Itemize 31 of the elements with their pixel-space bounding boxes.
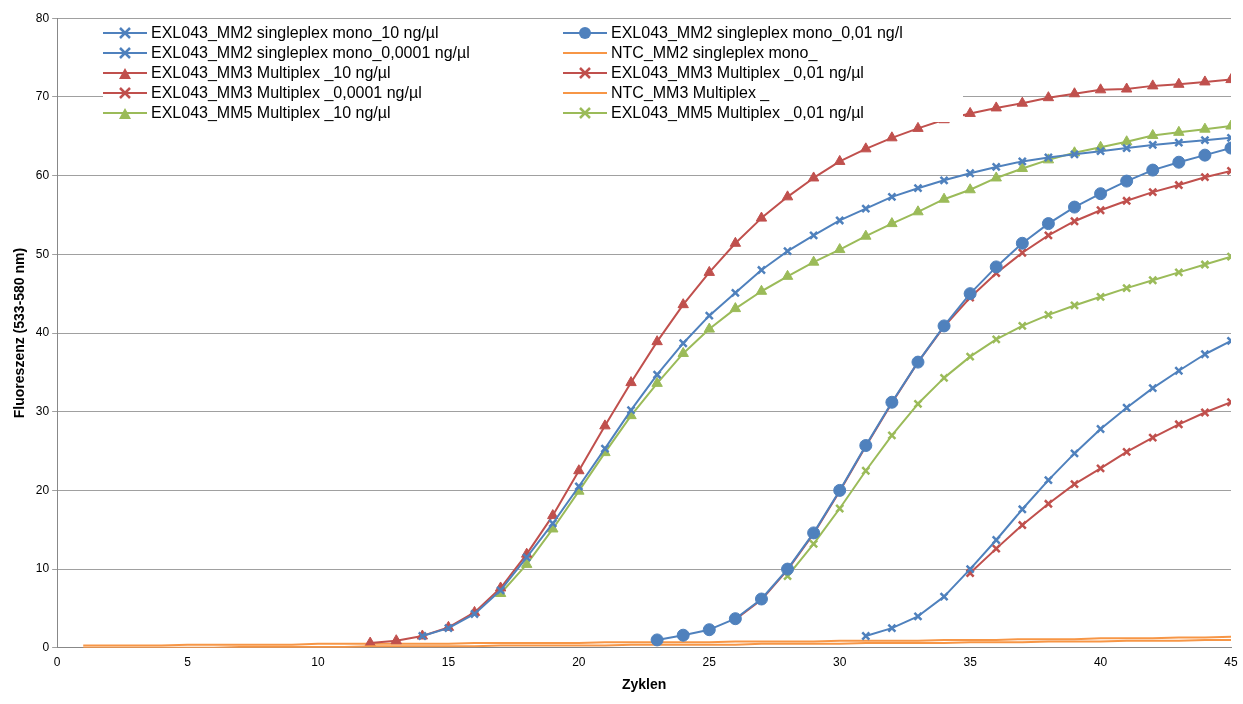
y-tick-label: 70	[35, 89, 50, 104]
x-tick-label: 25	[702, 655, 717, 670]
legend-label: EXL043_MM2 singleplex mono_0,01 ng/l	[611, 24, 903, 42]
y-tick-label: 50	[35, 246, 50, 261]
x-tick-label: 5	[184, 655, 192, 670]
legend-label: NTC_MM2 singleplex mono_	[611, 44, 818, 62]
legend-label: EXL043_MM3 Multiplex _0,0001 ng/µl	[151, 84, 422, 102]
y-tick-label: 20	[35, 482, 50, 497]
x-tick-label: 30	[833, 655, 847, 670]
x-tick-label: 35	[963, 655, 978, 670]
x-axis-title: Zyklen	[621, 676, 667, 693]
x-tick-label: 10	[311, 655, 325, 670]
x-tick-label: 0	[53, 655, 61, 670]
y-tick-label: 40	[35, 325, 50, 340]
legend-label: EXL043_MM5 Multiplex _10 ng/µl	[151, 104, 391, 122]
x-tick-label: 45	[1224, 655, 1238, 670]
legend-label: EXL043_MM2 singleplex mono_10 ng/µl	[151, 24, 439, 42]
legend-label: EXL043_MM3 Multiplex _10 ng/µl	[151, 64, 391, 82]
legend-label: NTC_MM3 Multiplex _	[611, 84, 770, 102]
y-tick-label: 10	[35, 561, 50, 576]
x-tick-label: 40	[1093, 655, 1108, 670]
y-axis-title: Fluoreszenz (533-580 nm)	[11, 247, 28, 419]
legend-label: EXL043_MM2 singleplex mono_0,0001 ng/µl	[151, 44, 470, 62]
y-tick-label: 60	[35, 167, 50, 182]
x-tick-label: 15	[441, 655, 456, 670]
y-tick-label: 30	[35, 404, 50, 419]
y-tick-label: 0	[42, 640, 50, 655]
y-tick-label: 80	[35, 10, 50, 25]
x-tick-label: 20	[572, 655, 586, 670]
legend-label: EXL043_MM5 Multiplex _0,01 ng/µl	[611, 104, 864, 122]
legend-label: EXL043_MM3 Multiplex _0,01 ng/µl	[611, 64, 864, 82]
